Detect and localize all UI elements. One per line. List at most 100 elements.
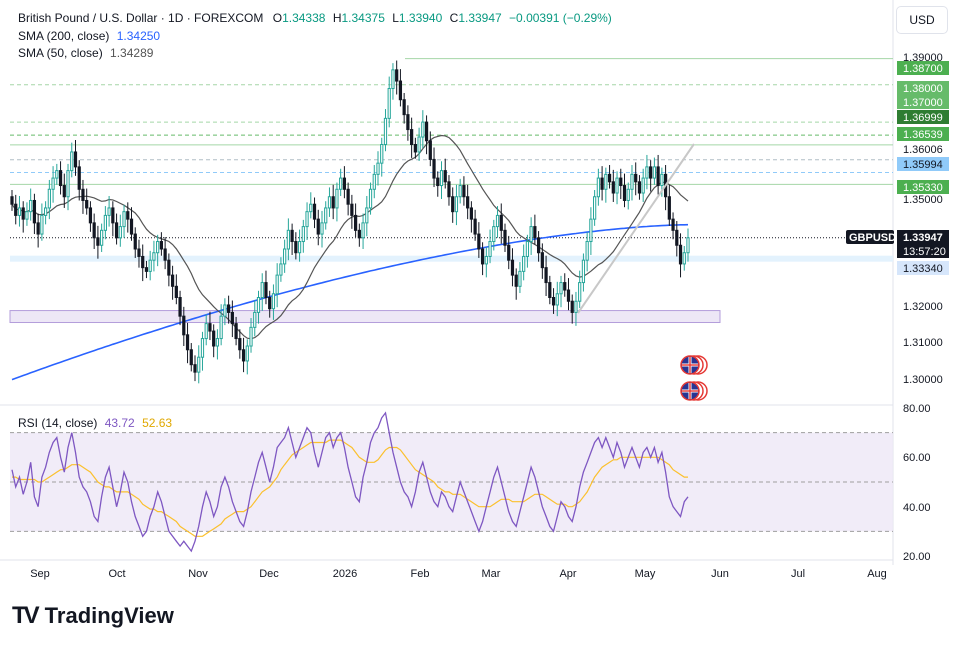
candle-body-60: [234, 323, 238, 340]
rsi-pane[interactable]: 80.00 60.00 40.00 20.00: [10, 403, 931, 563]
candle-body-168: [637, 181, 642, 194]
candle-body-30: [122, 211, 126, 228]
trendline[interactable]: [577, 143, 695, 314]
event-flags[interactable]: [680, 355, 708, 401]
time-axis[interactable]: Sep Oct Nov Dec 2026 Feb Mar Apr May Jun Jul Aug: [30, 568, 887, 580]
candle-body-13: [58, 170, 63, 187]
candle-body-42: [167, 259, 171, 276]
candle-body-14: [62, 185, 66, 198]
rsi-tick-1: 60.00: [903, 452, 931, 464]
level-tag-3: [897, 110, 949, 124]
candle-body-119: [454, 196, 459, 213]
sma200-legend-label: SMA (200, close): [18, 29, 110, 43]
currency-button[interactable]: USD: [896, 6, 948, 34]
candle-body-64: [249, 326, 253, 347]
rsi-tick-0: 80.00: [903, 403, 931, 415]
tradingview-logo[interactable]: TV TradingView: [12, 602, 174, 629]
level-tag-label-8: 1.33340: [903, 263, 943, 275]
candle-body-157: [596, 177, 600, 198]
candle-body-55: [215, 338, 220, 347]
candle-body-25: [103, 214, 107, 231]
time-tick-5: Feb: [411, 568, 430, 580]
candle-body-117: [447, 181, 451, 198]
candle-body-48: [189, 349, 193, 366]
candle-body-54: [212, 330, 216, 347]
candle-body-50: [197, 356, 201, 373]
candle-body-171: [649, 166, 653, 179]
candle-body-147: [559, 282, 563, 295]
candle-body-108: [413, 143, 417, 153]
rsi-tick-3: 20.00: [903, 551, 931, 563]
rsi-legend-label: RSI (14, close): [18, 416, 98, 430]
candle-body-15: [66, 170, 70, 198]
time-tick-10: Jul: [791, 568, 805, 580]
time-tick-0: Sep: [30, 568, 50, 580]
candle-body-96: [368, 188, 373, 209]
support-zone: [9, 310, 721, 324]
candle-body-53: [208, 323, 212, 332]
candle-body-124: [473, 218, 477, 235]
candle-body-164: [622, 185, 627, 201]
candle-body-105: [402, 99, 406, 116]
price-tick-2: 1.32000: [903, 301, 943, 313]
candle-body-172: [652, 166, 657, 179]
candle-body-92: [353, 214, 358, 231]
rsi-legend[interactable]: RSI (14, close) 43.72 52.63: [18, 416, 172, 430]
candle-body-145: [551, 297, 556, 306]
candle-body-106: [406, 114, 410, 131]
level-tag-label-1: 1.38000: [903, 83, 943, 95]
candle-body-35: [141, 255, 145, 269]
trendline-path: [577, 143, 695, 314]
candle-body-10: [47, 188, 51, 209]
candle-body-160: [607, 173, 612, 183]
candle-body-101: [387, 88, 391, 119]
candle-body-127: [484, 255, 488, 265]
candle-body-77: [297, 241, 302, 254]
candle-body-40: [159, 241, 164, 250]
candle-body-181: [686, 237, 690, 254]
candle-body-162: [615, 177, 619, 194]
candle-body-78: [301, 226, 305, 243]
candle-body-70: [271, 293, 276, 310]
time-tick-2: Nov: [188, 568, 208, 580]
candle-body-34: [137, 248, 141, 257]
candle-body-36: [144, 267, 149, 272]
ohlc-high: 1.34375: [341, 11, 385, 25]
sma200-legend[interactable]: SMA (200, close) 1.34250: [18, 29, 160, 43]
candle-body-95: [365, 207, 369, 224]
price-tick-1: 1.35000: [903, 194, 943, 206]
level-tag-label-0: 1.38700: [903, 63, 943, 75]
candle-body-71: [275, 274, 279, 295]
time-tick-1: Oct: [108, 568, 125, 580]
candle-body-115: [439, 170, 444, 187]
candle-body-91: [350, 203, 354, 216]
candle-body-155: [589, 218, 593, 243]
candle-body-32: [129, 218, 134, 235]
candle-body-118: [451, 196, 455, 213]
candle-body-57: [223, 304, 227, 317]
candle-body-85: [327, 196, 332, 209]
candle-body-7: [36, 222, 40, 235]
candle-body-176: [667, 196, 671, 220]
symbol-tag-bg: [846, 230, 894, 244]
candle-body-121: [462, 185, 466, 198]
candle-body-41: [163, 248, 167, 261]
rsi-ma-path: [12, 439, 688, 537]
sma50-legend[interactable]: SMA (50, close) 1.34289: [18, 46, 153, 60]
candle-body-67: [260, 282, 264, 299]
sma200-line: [11, 223, 689, 381]
candle-body-131: [499, 214, 503, 231]
candle-body-100: [383, 117, 388, 145]
level-tag-4: [897, 127, 949, 141]
candle-body-179: [678, 244, 683, 265]
candle-body-136: [518, 270, 522, 287]
time-tick-11: Aug: [867, 568, 887, 580]
candle-body-107: [410, 129, 414, 145]
candle-body-139: [529, 226, 533, 243]
price-axis[interactable]: 1.38700 1.38000 1.37000 1.36999 1.36539 1.360…: [846, 52, 950, 386]
rsi-path: [11, 411, 689, 553]
sma200-path: [11, 223, 689, 381]
price-tick-0: 1.39000: [903, 52, 943, 64]
